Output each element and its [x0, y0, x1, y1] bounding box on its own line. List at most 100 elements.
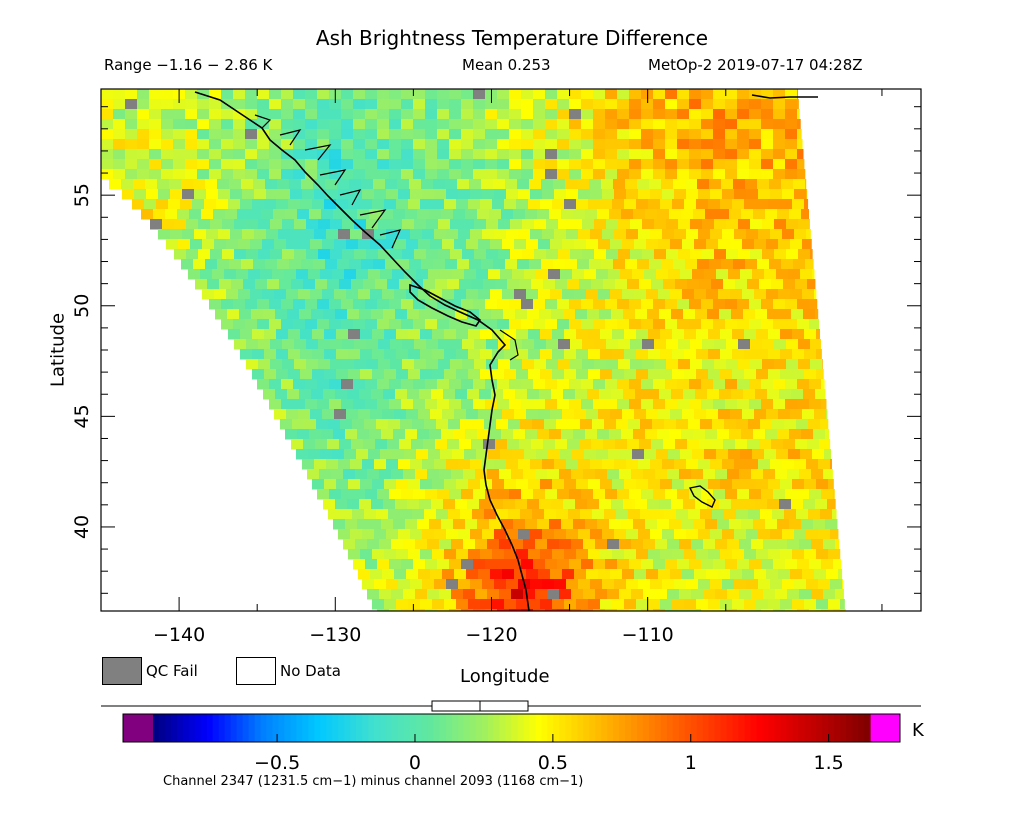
swath-cell: [782, 579, 795, 590]
swath-cell: [710, 529, 723, 540]
swath-cell: [372, 479, 385, 490]
swath-cell: [614, 579, 627, 590]
swath-cell: [744, 199, 757, 210]
swath-cell: [533, 139, 546, 150]
swath-cell: [361, 179, 374, 190]
swath-cell: [485, 489, 498, 500]
swath-cell: [338, 529, 351, 540]
swath-cell: [405, 519, 418, 530]
swath-cell: [264, 199, 277, 210]
swath-cell: [718, 239, 731, 250]
swath-cell: [403, 539, 416, 550]
swath-cell: [312, 199, 325, 210]
swath-cell: [302, 189, 315, 200]
swath-cell: [544, 509, 557, 520]
swath-cell: [749, 379, 762, 390]
swath-cell: [383, 309, 396, 320]
swath-cell: [825, 429, 830, 440]
colorbar-step: [463, 714, 471, 742]
swath-cell: [240, 199, 253, 210]
swath-cell: [441, 209, 454, 220]
swath-cell: [466, 569, 479, 580]
swath-cell: [365, 379, 378, 390]
swath-cell: [710, 229, 723, 240]
colorbar-step: [230, 714, 238, 742]
swath-cell: [566, 189, 579, 200]
swath-cell: [629, 159, 642, 170]
swath-cell: [396, 599, 409, 610]
swath-cell: [386, 529, 399, 540]
swath-cell: [677, 399, 690, 410]
swath-cell: [431, 309, 444, 320]
swath-cell: [552, 329, 565, 340]
swath-cell: [266, 229, 279, 240]
swath-cell: [580, 419, 593, 430]
colorbar-step: [380, 714, 387, 742]
swath-cell: [581, 319, 594, 330]
swath-cell: [456, 369, 469, 380]
swath-cell: [605, 559, 618, 570]
swath-cell: [785, 99, 798, 110]
swath-cell: [431, 389, 444, 400]
swath-cell: [449, 489, 462, 500]
swath-cell: [337, 179, 350, 190]
swath-cell: [696, 479, 709, 490]
swath-cell: [751, 589, 764, 600]
swath-cell: [234, 249, 247, 260]
swath-cell: [218, 229, 231, 240]
colorbar-step: [200, 714, 208, 742]
swath-cell: [683, 389, 696, 400]
swath-cell: [478, 289, 491, 300]
swath-cell: [245, 299, 258, 310]
swath-cell: [714, 249, 727, 260]
swath-cell: [512, 449, 525, 460]
swath-cell: [305, 159, 318, 170]
swath-cell: [518, 529, 531, 540]
swath-cell: [341, 489, 354, 500]
swath-cell: [568, 419, 581, 430]
swath-cell: [479, 389, 492, 400]
swath-cell: [777, 429, 790, 440]
swath-cell: [802, 239, 812, 250]
swath-cell: [781, 259, 794, 270]
swath-cell: [746, 579, 759, 590]
swath-cell: [676, 509, 689, 520]
swath-cell: [613, 259, 626, 270]
swath-cell: [499, 469, 512, 480]
swath-cell: [475, 539, 488, 550]
swath-cell: [161, 139, 174, 150]
swath-cell: [802, 289, 815, 300]
swath-cell: [555, 439, 568, 450]
swath-cell: [739, 539, 752, 550]
swath-cell: [372, 549, 385, 560]
swath-cell: [631, 589, 644, 600]
colorbar-step: [421, 714, 429, 742]
swath-cell: [611, 309, 624, 320]
swath-cell: [653, 109, 666, 120]
swath-cell: [422, 459, 435, 470]
swath-cell: [755, 309, 768, 320]
swath-cell: [605, 139, 618, 150]
swath-cell: [501, 429, 514, 440]
swath-cell: [504, 369, 517, 380]
swath-cell: [485, 159, 498, 170]
swath-cell: [441, 519, 454, 530]
swath-cell: [764, 269, 777, 280]
swath-cell: [367, 589, 380, 600]
colorbar-step: [583, 714, 590, 742]
swath-cell: [653, 489, 666, 500]
swath-cell: [720, 479, 733, 490]
swath-cell: [677, 609, 690, 611]
swath-cell: [413, 299, 426, 310]
swath-cell: [761, 169, 774, 180]
swath-cell: [371, 499, 384, 510]
swath-cell: [498, 219, 511, 230]
swath-cell: [540, 329, 553, 340]
swath-cell: [569, 139, 582, 150]
swath-cell: [785, 399, 798, 410]
swath-cell: [448, 509, 461, 520]
swath-cell: [353, 159, 366, 170]
swath-cell: [460, 419, 473, 430]
colorbar-step: [517, 714, 525, 742]
swath-cell: [394, 409, 407, 420]
